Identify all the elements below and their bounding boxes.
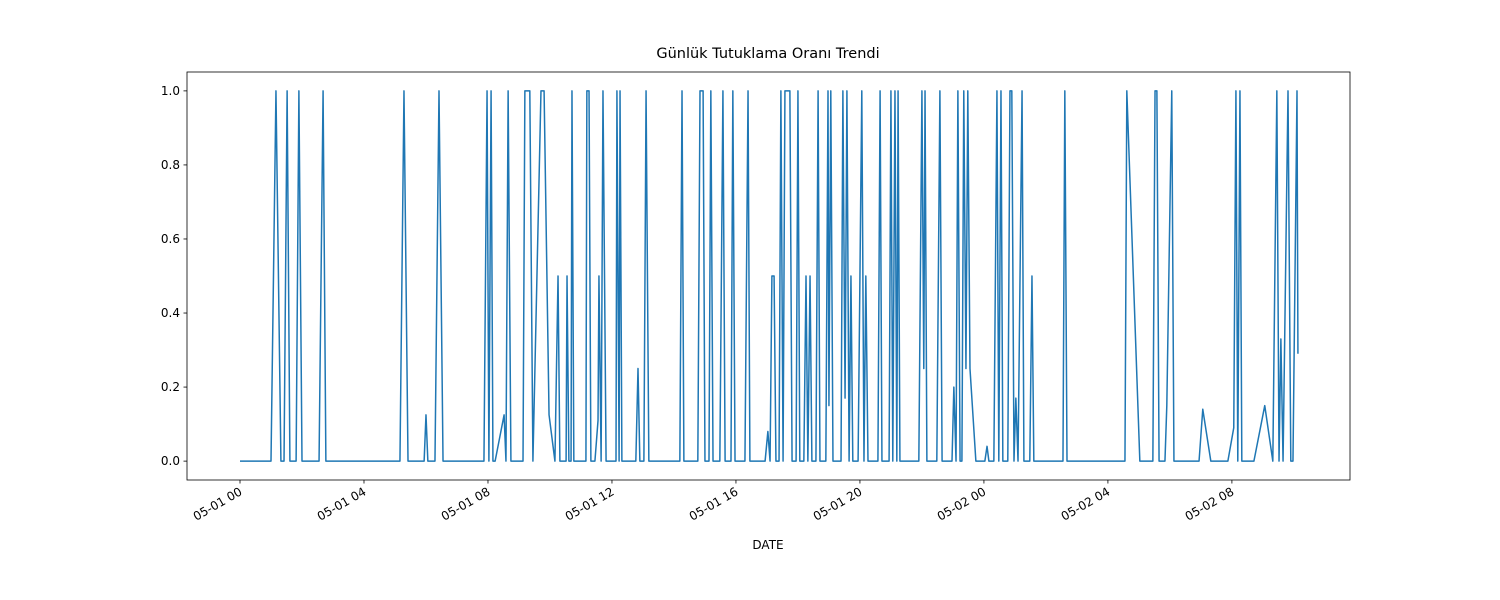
chart-title: Günlük Tutuklama Oranı Trendi: [656, 46, 879, 62]
y-tick-label: 0.0: [161, 454, 180, 468]
y-tick-label: 0.2: [161, 380, 180, 394]
axes-frame: [186, 71, 1351, 481]
y-tick-label: 0.6: [161, 232, 180, 246]
data-line: [240, 90, 1299, 462]
y-tick-label: 1.0: [161, 84, 180, 98]
y-tick-label: 0.8: [161, 158, 180, 172]
y-tick-label: 0.4: [161, 306, 180, 320]
x-axis-label: DATE: [752, 538, 783, 552]
